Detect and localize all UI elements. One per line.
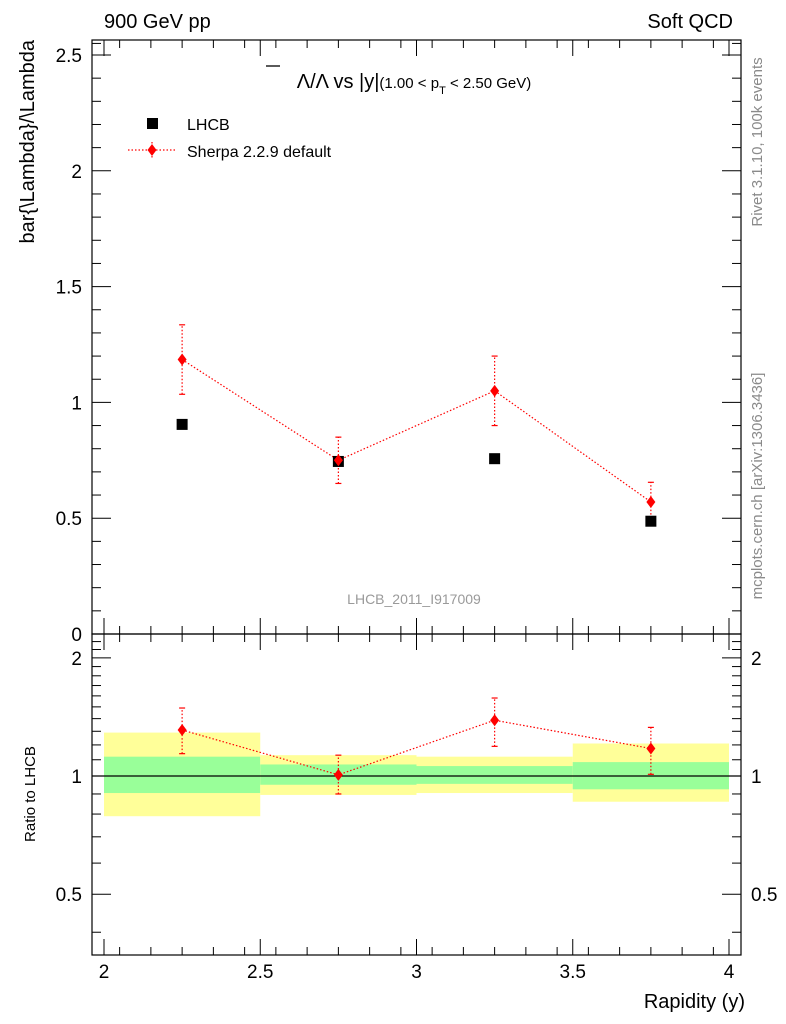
sherpa-point [646,495,656,508]
mcplots-label: mcplots.cern.ch [arXiv:1306.3436] [749,373,766,600]
ratio-panel: 0.5 0.5 1 1 2 2 2 2.5 3 3.5 4 Ratio to LHCB Rapidi… [22,633,777,1013]
sherpa-point [490,384,500,397]
ratio-sherpa-point [177,723,187,736]
header-right: Soft QCD [647,11,733,33]
main-ytick-label: 2 [71,162,82,183]
stat-uncertainty-band [104,756,261,794]
sherpa-line [181,359,652,503]
ratio-ytick-label-right: 1 [751,767,762,788]
ratio-sherpa-line [181,719,651,776]
lhcb-point [489,453,501,465]
ratio-xlabel: Rapidity (y) [644,991,745,1013]
header-left: 900 GeV pp [104,11,211,33]
title-range: (1.00 < p [379,75,439,92]
lhcb-point [645,515,657,527]
main-ytick-label: 0 [71,625,82,646]
lhcb-point [176,418,188,430]
title-ratio: Λ/Λ vs |y| [297,71,380,93]
main-ytick-label: 1.5 [56,278,82,299]
main-ytick-label: 0.5 [56,509,82,530]
ratio-xtick-label: 2 [99,962,110,983]
ratio-ylabel: Ratio to LHCB [22,746,39,842]
rivet-label: Rivet 3.1.10, 100k events [749,57,766,226]
legend-label-lhcb: LHCB [187,117,230,134]
main-ytick-label: 2.5 [56,46,82,67]
legend-marker-sherpa [147,144,157,156]
ratio-ytick-label-left: 0.5 [56,885,82,906]
watermark: LHCB_2011_I917009 [347,591,481,607]
ratio-xtick-label: 3 [411,962,422,983]
ratio-ytick-label-right: 2 [751,649,762,670]
legend-label-sherpa: Sherpa 2.2.9 default [187,144,332,161]
ratio-xtick-label: 2.5 [247,962,273,983]
main-ylabel: bar{\Lambda}/\Lambda [17,39,39,243]
title-subscript: T [439,85,446,97]
sherpa-point [333,454,343,467]
ratio-xtick-label: 3.5 [560,962,586,983]
legend: LHCB Sherpa 2.2.9 default [128,117,332,161]
ratio-sherpa-point [490,714,500,727]
ratio-ytick-label-left: 2 [71,649,82,670]
stat-uncertainty-band [416,766,573,784]
main-ytick-label: 1 [71,393,82,414]
legend-marker-lhcb [147,118,158,129]
ratio-sherpa-point [333,768,343,781]
title-range-end: < 2.50 GeV) [446,75,531,92]
ratio-ytick-label-right: 0.5 [751,885,777,906]
ratio-ytick-label-left: 1 [71,767,82,788]
ratio-sherpa-point [646,742,656,755]
main-panel: 0 0.5 1 1.5 2 2.5 Λ/Λ vs |y|(1.00 < pT < 2.50… [17,39,742,646]
ratio-xtick-label: 4 [724,962,735,983]
sherpa-point [177,353,187,366]
main-title: Λ/Λ vs |y|(1.00 < pT < 2.50 GeV) [297,71,532,97]
